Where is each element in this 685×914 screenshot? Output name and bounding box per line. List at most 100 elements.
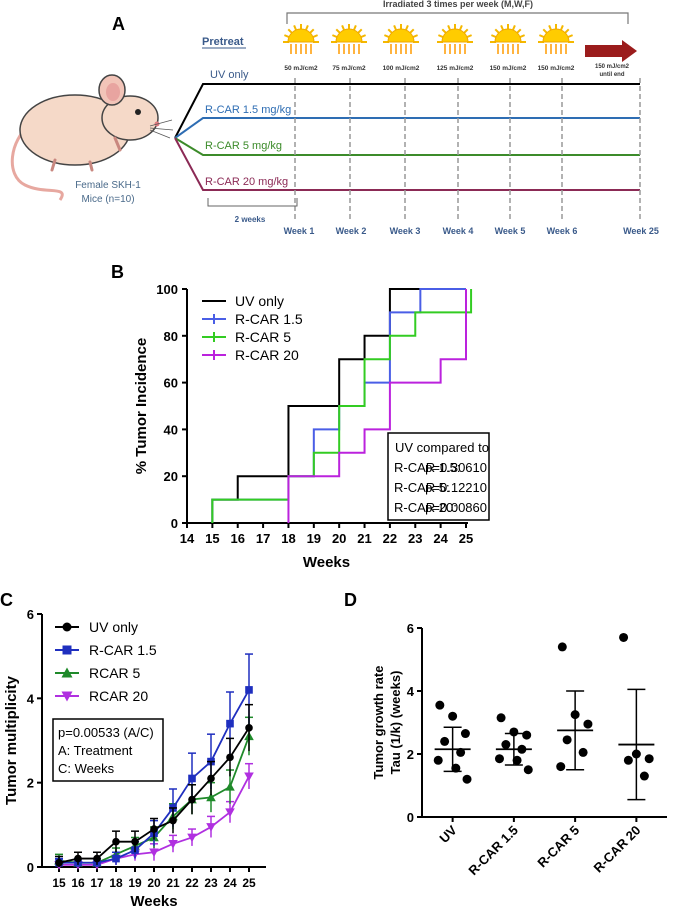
week-label: Week 5 (495, 226, 526, 236)
x-tick-label: 16 (230, 531, 244, 546)
data-point (639, 771, 649, 781)
y-tick-label: 2 (27, 776, 34, 791)
data-point (623, 755, 633, 765)
sun-icon (331, 24, 367, 54)
x-tick-label: 21 (357, 531, 371, 546)
x-axis-title: Weeks (303, 554, 350, 571)
x-tick-label: 17 (256, 531, 270, 546)
legend-label: RCAR 5 (89, 665, 141, 681)
week-label: Week 3 (390, 226, 421, 236)
data-point (112, 837, 120, 846)
data-point (517, 744, 527, 754)
week-labels: Week 1 Week 2 Week 3 Week 4 Week 5 Week … (284, 226, 659, 236)
stats-line: A: Treatment (58, 743, 133, 758)
data-point (562, 735, 572, 745)
group-line-rcar-5 (174, 137, 640, 156)
stats-label: R-CAR 1.5: (394, 460, 460, 475)
mouse-caption-n: Mice (n=10) (81, 194, 134, 205)
data-point (245, 724, 253, 732)
x-tick-label: 20 (332, 531, 346, 546)
y-tick-label: 6 (407, 621, 414, 636)
data-point (501, 740, 511, 750)
x-tick-label: R-CAR 1.5 (465, 823, 521, 879)
x-tick-label: 25 (242, 876, 256, 890)
x-tick-label: 19 (128, 876, 142, 890)
continue-arrow-icon (585, 40, 637, 62)
dose-label: 150 mJ/cm2 (490, 65, 527, 72)
stats-box (52, 718, 164, 782)
x-tick-label: R-CAR 5 (534, 823, 582, 871)
data-point (207, 774, 215, 783)
legend-label: UV only (89, 619, 138, 635)
x-tick-label: R-CAR 20 (590, 823, 643, 876)
pretreat-label: Pretreat (202, 36, 244, 48)
group-label-uv: UV only (210, 69, 249, 81)
sun-icon (490, 24, 526, 54)
x-tick-label: 22 (185, 876, 199, 890)
week-label: Week 6 (547, 226, 578, 236)
x-tick-label: 14 (180, 531, 195, 546)
stats-p-value: p=0.12210 (425, 480, 487, 495)
panel-d-label: D (344, 590, 357, 610)
data-point (225, 782, 235, 791)
data-point (149, 848, 159, 858)
dose-label: 125 mJ/cm2 (437, 65, 474, 72)
x-tick-label: 15 (52, 876, 66, 890)
x-tick-label: 22 (383, 531, 397, 546)
legend-label: RCAR 20 (89, 688, 148, 704)
step-line-3 (287, 289, 467, 523)
y-tick-label: 20 (164, 469, 178, 484)
dose-label: 150 mJ/cm2 (538, 65, 575, 72)
data-point (188, 774, 196, 783)
sun-icon (383, 24, 419, 54)
data-point (62, 622, 72, 632)
mouse-illustration (10, 74, 174, 201)
data-point (578, 747, 588, 757)
data-point (631, 749, 641, 759)
x-tick-label: UV (436, 822, 460, 846)
mouse-whiskers (149, 119, 174, 139)
data-point (496, 713, 506, 723)
data-point (131, 837, 139, 846)
sun-disc (441, 28, 469, 43)
data-point (494, 754, 504, 764)
stats-label: R-CAR 5: (394, 480, 450, 495)
dose-label: 100 mJ/cm2 (383, 65, 420, 72)
data-point (448, 711, 458, 721)
sun-disc (387, 28, 415, 43)
sun-icon (437, 24, 473, 54)
x-tick-label: 23 (204, 876, 218, 890)
sun-disc (494, 28, 522, 43)
y-tick-label: 80 (164, 329, 178, 344)
data-point (188, 795, 196, 804)
data-point (570, 710, 580, 720)
data-point (61, 691, 73, 702)
data-point (74, 854, 82, 863)
two-weeks-label: 2 weeks (235, 215, 266, 224)
data-point (462, 774, 472, 784)
y-axis-title: % Tumor Incidence (133, 338, 150, 474)
panel-a: A Irradiated 3 times per week (M,W,F) 50… (10, 0, 659, 236)
week-label: Week 4 (443, 226, 474, 236)
mouse-feet (50, 136, 122, 172)
y-axis-title: Tumor multiplicity (3, 675, 20, 805)
group-label-rcar-5: R-CAR 5 mg/kg (205, 140, 282, 152)
irradiation-bracket (286, 12, 629, 24)
stats-line: p=0.00533 (A/C) (58, 725, 154, 740)
data-point (451, 763, 461, 773)
x-tick-label: 18 (109, 876, 123, 890)
legend-label: R-CAR 1.5 (235, 311, 303, 327)
panel-b-chart: B 0 20 40 60 80 100 14 15 16 17 18 19 20 21 22 23 24 25 We… (111, 262, 490, 571)
data-point (93, 854, 101, 863)
final-dose-label: 150 mJ/cm2 (595, 64, 630, 70)
y-tick-label: 6 (27, 607, 34, 622)
data-point (226, 719, 234, 728)
y-tick-label: 40 (164, 422, 178, 437)
sun-icon (538, 24, 574, 54)
sun-row (283, 24, 574, 54)
x-tick-label: 24 (433, 531, 448, 546)
dose-label: 50 mJ/cm2 (284, 65, 318, 72)
sun-disc (542, 28, 570, 43)
mouse-head (101, 95, 159, 141)
